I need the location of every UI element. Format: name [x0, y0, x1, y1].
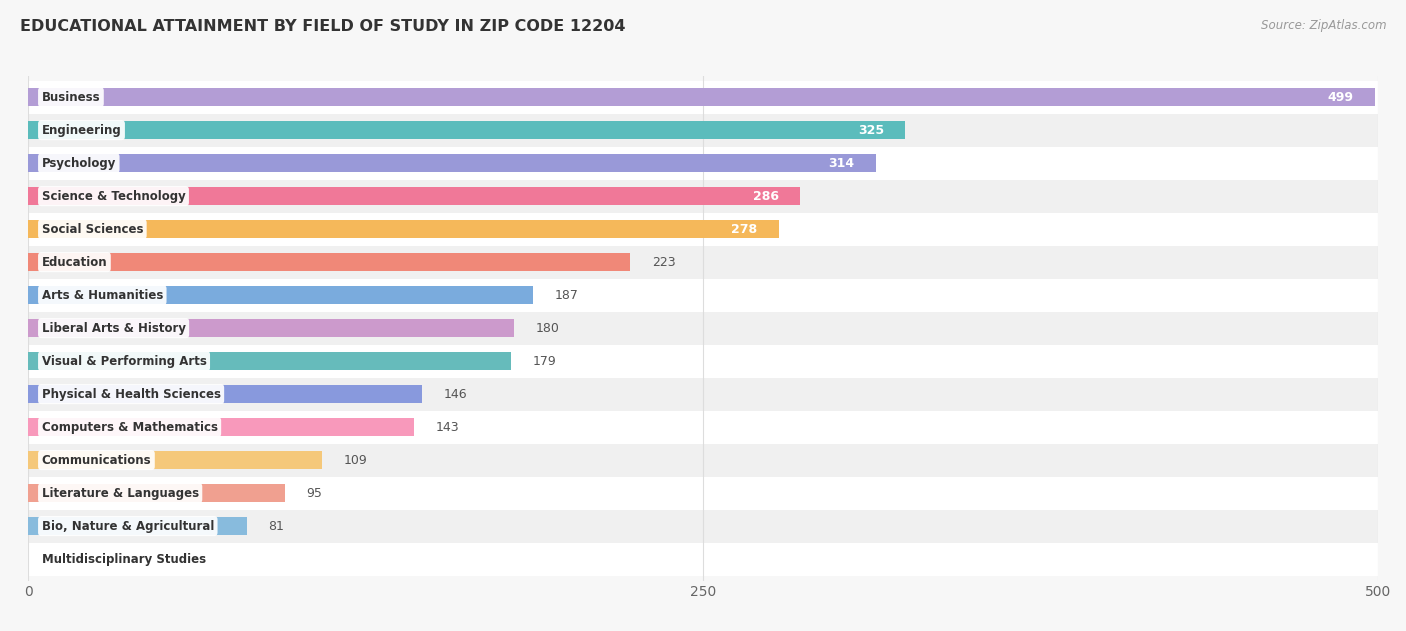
- Text: Liberal Arts & History: Liberal Arts & History: [42, 322, 186, 334]
- Bar: [28, 345, 1378, 377]
- Bar: [28, 517, 247, 535]
- Text: 278: 278: [731, 223, 756, 235]
- Bar: [28, 245, 1378, 279]
- Text: 109: 109: [344, 454, 368, 466]
- Bar: [28, 81, 1378, 114]
- Text: Communications: Communications: [42, 454, 152, 466]
- Text: Multidisciplinary Studies: Multidisciplinary Studies: [42, 553, 205, 565]
- Bar: [28, 418, 415, 436]
- Text: Physical & Health Sciences: Physical & Health Sciences: [42, 387, 221, 401]
- Text: 499: 499: [1327, 91, 1354, 103]
- Bar: [28, 88, 1375, 106]
- Bar: [28, 385, 422, 403]
- Text: Engineering: Engineering: [42, 124, 121, 137]
- Text: 223: 223: [652, 256, 675, 269]
- Text: 325: 325: [858, 124, 884, 137]
- Bar: [28, 411, 1378, 444]
- Bar: [28, 451, 322, 469]
- Bar: [28, 180, 1378, 213]
- Bar: [28, 510, 1378, 543]
- Bar: [28, 319, 515, 337]
- Text: 286: 286: [752, 190, 779, 203]
- Text: EDUCATIONAL ATTAINMENT BY FIELD OF STUDY IN ZIP CODE 12204: EDUCATIONAL ATTAINMENT BY FIELD OF STUDY…: [20, 19, 626, 34]
- Bar: [28, 279, 1378, 312]
- Text: 95: 95: [307, 487, 322, 500]
- Bar: [28, 312, 1378, 345]
- Text: 314: 314: [828, 156, 855, 170]
- Text: 180: 180: [536, 322, 560, 334]
- Text: Education: Education: [42, 256, 107, 269]
- Bar: [28, 286, 533, 304]
- Bar: [28, 484, 284, 502]
- Text: 146: 146: [444, 387, 467, 401]
- Bar: [28, 213, 1378, 245]
- Text: 143: 143: [436, 421, 460, 433]
- Text: 0: 0: [49, 553, 58, 565]
- Bar: [28, 543, 1378, 575]
- Bar: [28, 146, 1378, 180]
- Text: Visual & Performing Arts: Visual & Performing Arts: [42, 355, 207, 368]
- Text: 187: 187: [554, 288, 578, 302]
- Bar: [28, 377, 1378, 411]
- Bar: [28, 444, 1378, 476]
- Bar: [28, 154, 876, 172]
- Text: Social Sciences: Social Sciences: [42, 223, 143, 235]
- Text: Business: Business: [42, 91, 100, 103]
- Text: Source: ZipAtlas.com: Source: ZipAtlas.com: [1261, 19, 1386, 32]
- Text: Computers & Mathematics: Computers & Mathematics: [42, 421, 218, 433]
- Bar: [28, 352, 512, 370]
- Bar: [28, 476, 1378, 510]
- Text: Bio, Nature & Agricultural: Bio, Nature & Agricultural: [42, 519, 214, 533]
- Text: Psychology: Psychology: [42, 156, 115, 170]
- Text: Arts & Humanities: Arts & Humanities: [42, 288, 163, 302]
- Bar: [28, 253, 630, 271]
- Bar: [28, 121, 905, 139]
- Text: 179: 179: [533, 355, 557, 368]
- Text: Science & Technology: Science & Technology: [42, 190, 186, 203]
- Bar: [28, 114, 1378, 146]
- Text: Literature & Languages: Literature & Languages: [42, 487, 198, 500]
- Text: 81: 81: [269, 519, 284, 533]
- Bar: [28, 220, 779, 239]
- Bar: [28, 187, 800, 205]
